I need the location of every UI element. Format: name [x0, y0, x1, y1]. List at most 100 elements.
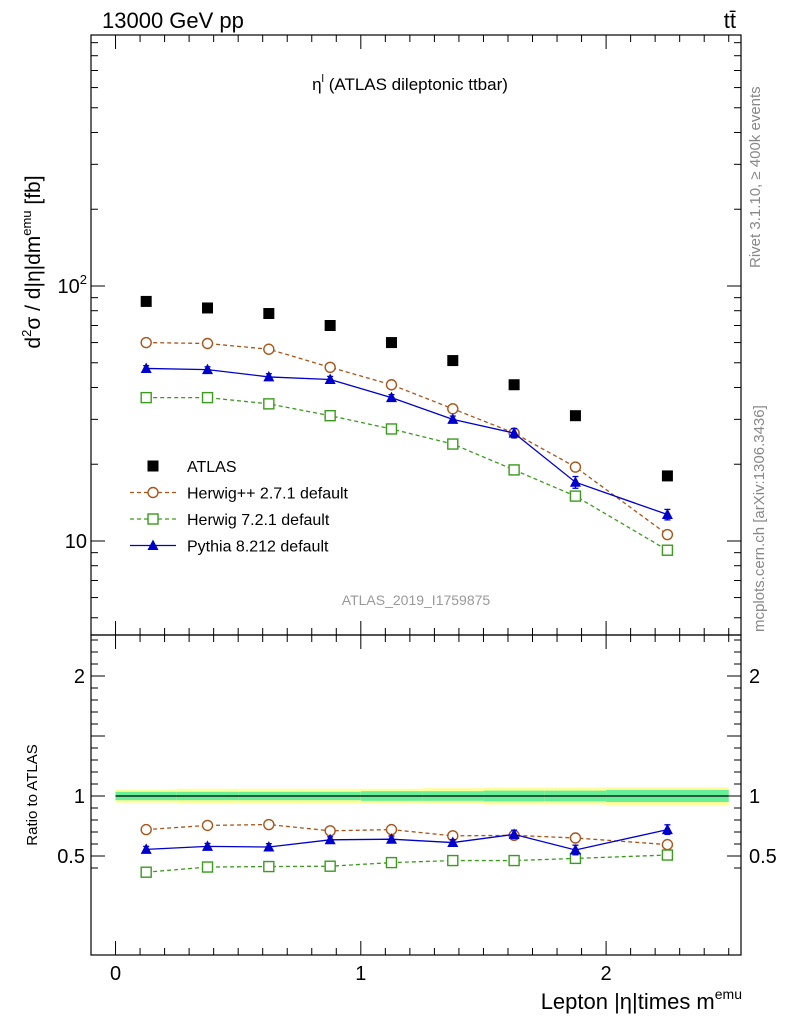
- main-ytick-label-base: 10: [58, 276, 80, 298]
- main-point-herwig7: [324, 410, 336, 422]
- x-axis-label-sup: emu: [715, 986, 742, 1002]
- ratio-point-herwig7: [201, 861, 214, 873]
- ratio-ytick-label-right: 2: [749, 666, 760, 688]
- legend-marker-atlas: [147, 460, 159, 472]
- ratio-point-pythia: [508, 828, 520, 839]
- ratio-point-pythia: [140, 843, 152, 854]
- ratio-point-herwigpp: [201, 819, 214, 832]
- main-title-rest: (ATLAS dileptonic ttbar): [324, 75, 508, 94]
- legend-marker-herwigpp: [147, 486, 159, 499]
- main-ytick-label: 102: [58, 272, 87, 298]
- main-title-sup: l: [322, 73, 324, 85]
- main-point-herwig7: [201, 391, 214, 404]
- ratio-frame: [90, 634, 742, 956]
- main-point-herwigpp: [201, 337, 214, 350]
- main-point-herwigpp: [569, 461, 582, 473]
- ratio-point-pythia: [661, 823, 673, 835]
- ratio-point-herwig7: [324, 860, 336, 872]
- legend-marker-pythia: [147, 539, 159, 550]
- main-point-herwig7: [140, 391, 152, 404]
- main-point-herwig7: [385, 423, 398, 435]
- ratio-point-pythia: [263, 841, 275, 852]
- x-axis-label-main: Lepton |η|times m: [541, 989, 715, 1014]
- x-tick-label: 2: [601, 963, 612, 985]
- main-ylabel-mid: σ / d|η|dm: [22, 236, 45, 330]
- main-title-eta: η: [312, 75, 321, 94]
- ratio-ylabel: Ratio to ATLAS: [24, 744, 41, 845]
- main-point-atlas: [324, 320, 336, 331]
- rivet-label: Rivet 3.1.10, ≥ 400k events: [747, 86, 764, 268]
- main-point-herwig7: [508, 464, 520, 476]
- main-point-pythia: [385, 391, 397, 403]
- main-point-atlas: [508, 379, 520, 391]
- ratio-point-pythia: [569, 844, 581, 855]
- energy-label: 13000 GeV pp: [102, 8, 244, 33]
- ratio-point-herwigpp: [140, 823, 152, 836]
- main-point-herwigpp: [447, 403, 459, 415]
- main-point-atlas: [202, 302, 214, 314]
- main-point-herwig7: [569, 490, 582, 502]
- main-point-pythia: [324, 373, 336, 384]
- ratio-point-herwigpp: [263, 818, 275, 831]
- ratio-line-herwigpp: [146, 823, 668, 846]
- main-point-pythia: [508, 427, 520, 438]
- ratio-point-pythia: [385, 833, 397, 844]
- main-title: ηl (ATLAS dileptonic ttbar): [312, 73, 508, 94]
- x-tick-label: 0: [110, 963, 121, 985]
- ratio-ytick-label-right: 0.5: [749, 846, 777, 868]
- x-axis-label: Lepton |η|times memu: [541, 986, 742, 1014]
- ratio-ytick-label-left: 0.5: [57, 846, 85, 868]
- x-tick-label: 1: [355, 963, 366, 985]
- main-point-atlas: [447, 355, 459, 367]
- main-point-herwigpp: [140, 336, 152, 349]
- legend: ATLAS Herwig++ 2.7.1 default Herwig 7.2.1 …: [130, 459, 349, 556]
- main-point-atlas: [569, 410, 581, 422]
- main-point-herwig7: [447, 438, 459, 450]
- main-point-herwigpp: [324, 361, 336, 373]
- main-ytick-label-base: 10: [65, 531, 87, 553]
- ratio-point-herwig7: [447, 854, 459, 867]
- main-point-atlas: [140, 295, 152, 307]
- ratio-ytick-label-right: 1: [749, 786, 760, 808]
- ratio-ytick-label-left: 1: [74, 786, 85, 808]
- mcplots-label: mcplots.cern.ch [arXiv:1306.3436]: [751, 405, 768, 632]
- ratio-point-herwigpp: [569, 832, 582, 844]
- main-point-herwig7: [263, 398, 275, 410]
- ratio-panel: [115, 787, 729, 878]
- legend-marker-herwig7: [147, 513, 159, 525]
- main-point-atlas: [263, 308, 275, 320]
- main-ylabel-sup2: 2: [19, 330, 34, 337]
- main-ylabel-sup-emu: emu: [19, 210, 34, 235]
- main-point-pythia: [569, 476, 581, 487]
- main-point-pythia: [447, 413, 459, 424]
- main-point-pythia: [263, 370, 275, 382]
- ratio-point-pythia: [202, 840, 214, 851]
- main-point-pythia: [140, 362, 152, 373]
- main-point-herwigpp: [385, 379, 398, 391]
- main-point-herwigpp: [661, 528, 674, 541]
- main-ytick-label: 10: [65, 531, 87, 553]
- main-point-pythia: [661, 508, 673, 520]
- ratio-point-herwigpp: [661, 838, 674, 851]
- ratio-point-pythia: [324, 833, 336, 845]
- main-ylabel-d: d: [22, 337, 45, 349]
- legend-label-atlas: ATLAS: [187, 459, 237, 476]
- main-line-herwigpp: [146, 341, 668, 536]
- process-label: tt̄: [724, 8, 736, 33]
- legend-label-herwigpp: Herwig++ 2.7.1 default: [187, 486, 349, 503]
- ratio-ytick-label-left: 2: [74, 666, 85, 688]
- main-ytick-label-exp: 2: [80, 272, 87, 287]
- ratio-point-herwig7: [661, 849, 674, 861]
- legend-label-herwig7: Herwig 7.2.1 default: [187, 512, 330, 529]
- main-panel: [140, 295, 674, 556]
- main-point-pythia: [202, 363, 214, 375]
- main-point-atlas: [385, 337, 397, 349]
- main-ylabel-unit: [fb]: [22, 175, 45, 210]
- ratio-point-pythia: [447, 836, 459, 848]
- main-point-herwigpp: [263, 343, 275, 355]
- main-point-herwig7: [661, 544, 674, 556]
- legend-label-pythia: Pythia 8.212 default: [187, 539, 329, 556]
- ratio-point-herwig7: [263, 860, 275, 873]
